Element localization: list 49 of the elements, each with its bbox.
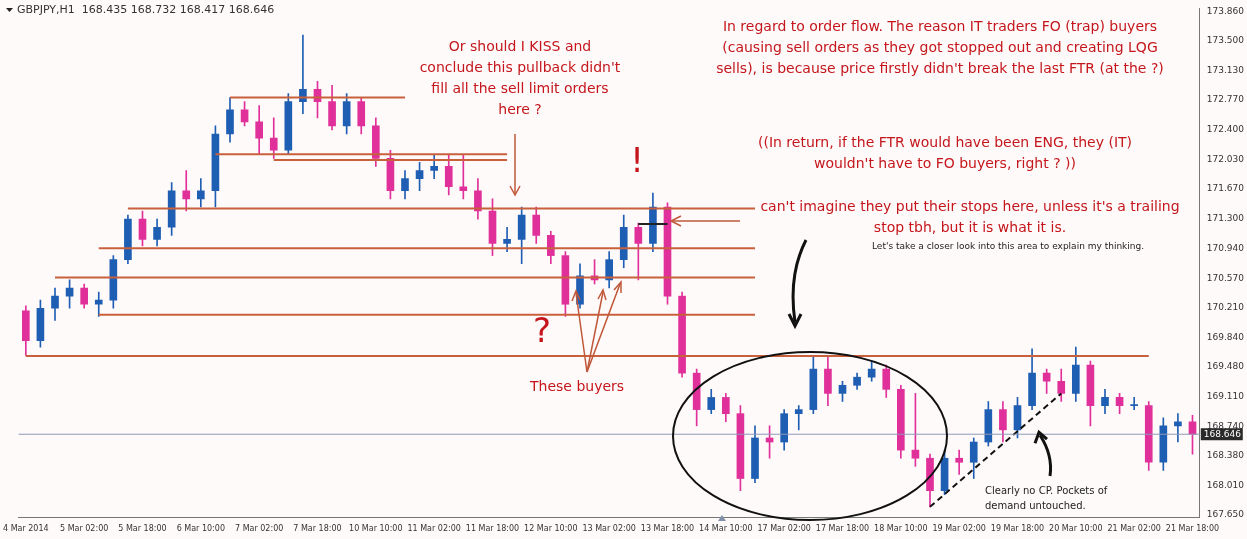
y-tick-label: 171.300: [1206, 213, 1245, 224]
candlestick: [1130, 397, 1138, 410]
x-tick-label: 11 Mar 18:00: [465, 524, 520, 534]
chart-title: GBPJPY,H1 168.435 168.732 168.417 168.646: [17, 3, 275, 16]
annotation: can't imagine they put their stops here, unless it's a trailing stop tbh, but it is what it is.: [760, 197, 1180, 237]
y-tick-label: 169.110: [1206, 390, 1245, 401]
y-tick-label: 173.130: [1206, 65, 1245, 76]
y-tick-label: 172.030: [1206, 154, 1245, 165]
x-tick-label: 21 Mar 18:00: [1165, 524, 1220, 534]
x-tick-label: 5 Mar 02:00: [60, 524, 109, 534]
x-tick-label: 12 Mar 10:00: [524, 524, 578, 534]
x-tick-label: 14 Mar 10:00: [699, 524, 753, 534]
x-tick-label: 10 Mar 10:00: [349, 524, 403, 534]
x-tick-label: 13 Mar 02:00: [582, 524, 636, 534]
x-tick-label: 4 Mar 2014: [3, 524, 49, 534]
x-tick-label: 13 Mar 18:00: [640, 524, 695, 534]
annotation: !: [629, 139, 645, 182]
y-tick-label: 170.570: [1206, 272, 1245, 283]
x-tick-label: 17 Mar 02:00: [757, 524, 811, 534]
x-tick-label: 7 Mar 02:00: [235, 524, 284, 534]
x-tick-label: 19 Mar 02:00: [932, 524, 986, 534]
y-tick-label: 169.840: [1206, 331, 1245, 342]
y-tick-label: 173.860: [1206, 5, 1245, 16]
annotation: Let's take a closer look into this area to explain my thinking.: [872, 240, 1146, 253]
annotation: These buyers: [530, 377, 626, 396]
x-tick-label: 21 Mar 02:00: [1107, 524, 1161, 534]
y-tick-label: 167.650: [1206, 509, 1245, 520]
x-tick-label: 5 Mar 18:00: [118, 524, 167, 534]
y-tick-label: 173.500: [1206, 35, 1245, 46]
y-tick-label: 170.940: [1206, 242, 1245, 253]
annotation: ?: [531, 309, 552, 352]
annotation: Clearly no CP. Pockets of demand untouched.: [985, 484, 1109, 513]
y-tick-label: 172.400: [1206, 124, 1245, 135]
x-tick-label: 18 Mar 10:00: [874, 524, 928, 534]
annotation: ((In return, if the FTR would have been ENG, they (IT) wouldn't have to FO buyers, right ? )): [756, 133, 1134, 173]
x-tick-label: 6 Mar 10:00: [176, 524, 225, 534]
y-tick-label: 168.010: [1206, 480, 1245, 491]
y-tick-label: 169.480: [1206, 360, 1245, 371]
y-tick-label: 168.380: [1206, 450, 1245, 461]
y-tick-label: 171.670: [1206, 183, 1245, 194]
y-tick-label: 170.210: [1206, 301, 1245, 312]
x-tick-label: 7 Mar 18:00: [293, 524, 342, 534]
annotation: In regard to order flow. The reason IT traders FO (trap) buyers (causing sell orders as they got stopped out and creating LQG sells), is because price firstly didn't break the last FTR (at the ?): [715, 17, 1165, 78]
annotation: Or should I KISS and conclude this pullback didn't fill all the sell limit orders here ?: [418, 37, 622, 119]
x-tick-label: 19 Mar 18:00: [990, 524, 1045, 534]
x-tick-label: 11 Mar 02:00: [407, 524, 461, 534]
x-tick-label: 17 Mar 18:00: [815, 524, 870, 534]
x-tick-label: 20 Mar 10:00: [1049, 524, 1103, 534]
y-tick-label: 172.770: [1206, 94, 1245, 105]
